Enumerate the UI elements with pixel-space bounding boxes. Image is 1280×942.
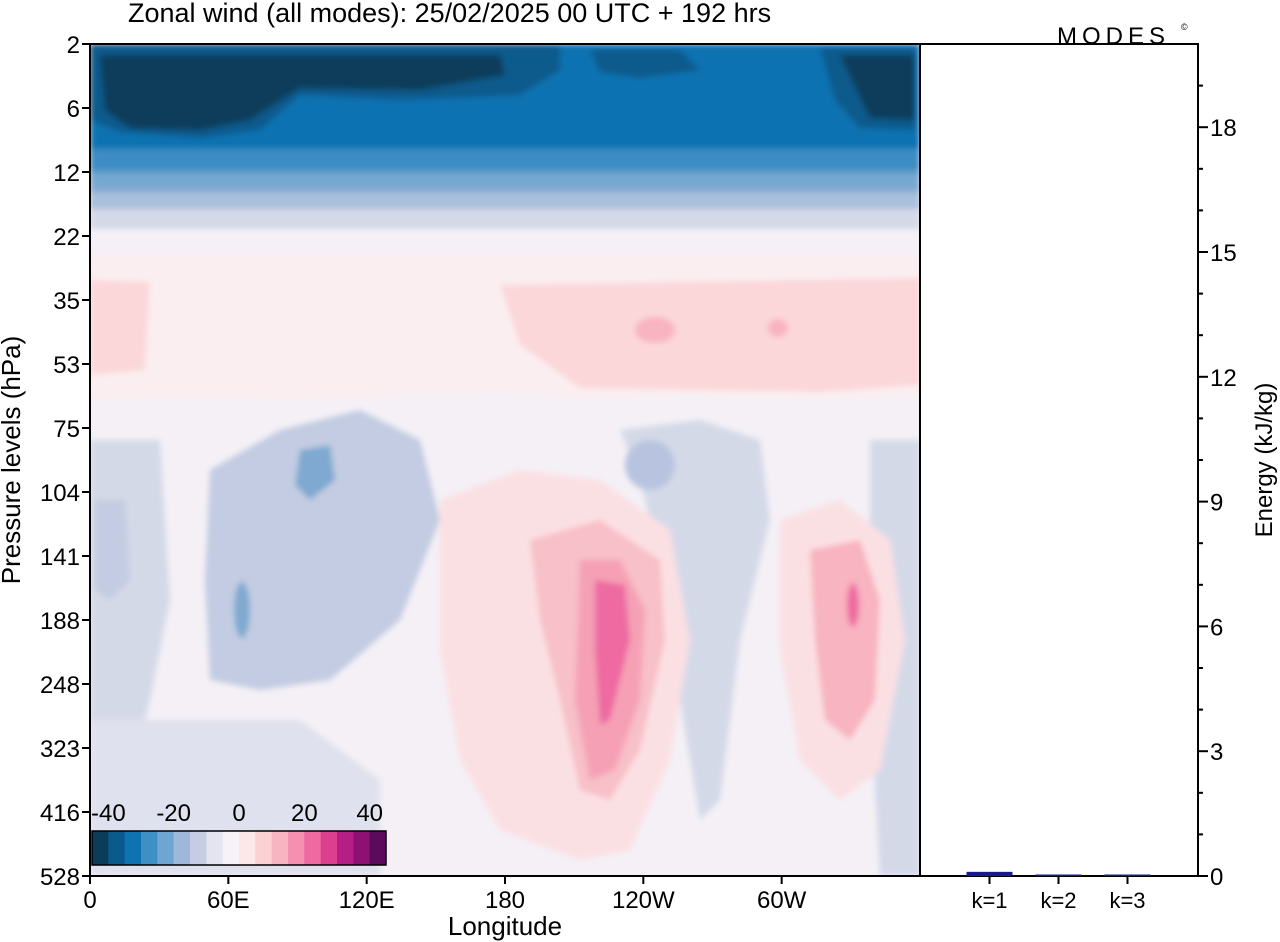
x-tick-label: 60W bbox=[757, 887, 807, 914]
x-axis-title: Longitude bbox=[448, 911, 562, 941]
colorbar-tick-label: 0 bbox=[232, 800, 245, 827]
energy-bars bbox=[966, 871, 1151, 876]
colorbar-tick-label: -20 bbox=[156, 800, 191, 827]
colorbar-swatch bbox=[108, 831, 126, 865]
trop-easterly-east bbox=[620, 420, 770, 820]
jet-inner-2 bbox=[810, 540, 880, 740]
colorbar-swatch bbox=[369, 831, 387, 865]
energy-axis-title: Energy (kJ/kg) bbox=[1251, 383, 1278, 538]
colorbar-swatch bbox=[157, 831, 175, 865]
y-tick-label: 53 bbox=[53, 352, 80, 379]
colorbar-swatch bbox=[222, 831, 240, 865]
jet-core-1 bbox=[595, 580, 630, 725]
modes-logo: MODES bbox=[1057, 23, 1170, 50]
trop-easterly-core-2 bbox=[234, 582, 250, 638]
longitude-axis: 0 60E 120E 180 120W 60W bbox=[83, 876, 807, 914]
trop-easterly-central bbox=[205, 410, 440, 690]
energy-tick-label: 0 bbox=[1210, 864, 1223, 891]
energy-tick-label: 3 bbox=[1210, 739, 1223, 766]
heatmap-field bbox=[90, 44, 920, 876]
colorbar-swatch bbox=[304, 831, 322, 865]
colorbar-swatch bbox=[173, 831, 191, 865]
colorbar-swatch bbox=[92, 831, 109, 865]
y-tick-label: 416 bbox=[40, 800, 80, 827]
colorbar-swatch bbox=[320, 831, 338, 865]
y-tick-label: 323 bbox=[40, 736, 80, 763]
y-tick-label: 35 bbox=[53, 288, 80, 315]
easterly-core bbox=[100, 55, 505, 130]
x-tick-label: 120W bbox=[612, 887, 675, 914]
y-tick-label: 248 bbox=[40, 672, 80, 699]
energy-bar bbox=[1035, 874, 1082, 876]
energy-tick-label: 18 bbox=[1210, 115, 1237, 142]
y-tick-label: 75 bbox=[53, 416, 80, 443]
jet-core-2 bbox=[847, 583, 859, 627]
energy-tick-label: 6 bbox=[1210, 614, 1223, 641]
colorbar-swatch bbox=[239, 831, 256, 865]
energy-tick-label: 15 bbox=[1210, 240, 1237, 267]
easterly-patch-1 bbox=[590, 50, 700, 78]
energy-frame bbox=[919, 43, 1199, 877]
colorbar-swatch bbox=[255, 831, 273, 865]
westerly-band-east bbox=[500, 278, 920, 392]
westerly-spot-2 bbox=[768, 319, 788, 337]
chart-title: Zonal wind (all modes): 25/02/2025 00 UT… bbox=[128, 0, 771, 28]
colorbar-swatch bbox=[271, 831, 289, 865]
x-tick-label: 60E bbox=[207, 887, 250, 914]
energy-bar-label: k=2 bbox=[1040, 888, 1076, 913]
energy-tick-label: 9 bbox=[1210, 490, 1223, 517]
y-tick-label: 12 bbox=[53, 160, 80, 187]
x-tick-label: 0 bbox=[83, 887, 96, 914]
energy-bar-labels: k=1 k=2 k=3 bbox=[971, 876, 1146, 913]
easterly-patch-3 bbox=[840, 55, 915, 120]
colorbar: -40 -20 0 20 40 bbox=[91, 800, 387, 866]
westerly-spot-1 bbox=[635, 317, 675, 343]
x-tick-label: 180 bbox=[485, 887, 525, 914]
y-axis-title: Pressure levels (hPa) bbox=[0, 336, 26, 585]
y-tick-label: 2 bbox=[67, 32, 80, 59]
trop-easterly-east-core bbox=[625, 440, 675, 490]
trop-easterly-west-core bbox=[95, 500, 130, 600]
energy-bar bbox=[1104, 874, 1151, 876]
westerly-patch-west bbox=[90, 280, 150, 375]
colorbar-tick-label: -40 bbox=[91, 800, 126, 827]
colorbar-tick-label: 40 bbox=[356, 800, 383, 827]
energy-tick-label: 12 bbox=[1210, 365, 1237, 392]
energy-bar bbox=[966, 871, 1013, 876]
band-transition bbox=[90, 170, 920, 184]
colorbar-swatch bbox=[141, 831, 158, 865]
x-tick-label: 120E bbox=[339, 887, 395, 914]
y-tick-label: 528 bbox=[40, 864, 80, 891]
y-tick-label: 141 bbox=[40, 544, 80, 571]
colorbar-tick-label: 20 bbox=[291, 800, 318, 827]
colorbar-swatch bbox=[124, 831, 142, 865]
pressure-axis: 2 6 12 22 35 53 75 104 141 188 248 323 416 528 bbox=[40, 32, 90, 891]
colorbar-swatch bbox=[337, 831, 354, 865]
copyright-mark: © bbox=[1181, 22, 1188, 32]
energy-bar-label: k=3 bbox=[1109, 888, 1145, 913]
energy-bar-label: k=1 bbox=[971, 888, 1007, 913]
colorbar-swatch bbox=[353, 831, 371, 865]
colorbar-swatch bbox=[288, 831, 305, 865]
y-tick-label: 6 bbox=[67, 96, 80, 123]
y-tick-label: 22 bbox=[53, 224, 80, 251]
colorbar-swatch bbox=[190, 831, 207, 865]
energy-axis: 0 3 6 9 12 15 18 bbox=[1198, 84, 1237, 891]
y-tick-label: 104 bbox=[40, 480, 80, 507]
trop-easterly-core-1 bbox=[295, 445, 335, 500]
y-tick-label: 188 bbox=[40, 608, 80, 635]
colorbar-frame bbox=[91, 830, 387, 866]
colorbar-swatch bbox=[206, 831, 224, 865]
